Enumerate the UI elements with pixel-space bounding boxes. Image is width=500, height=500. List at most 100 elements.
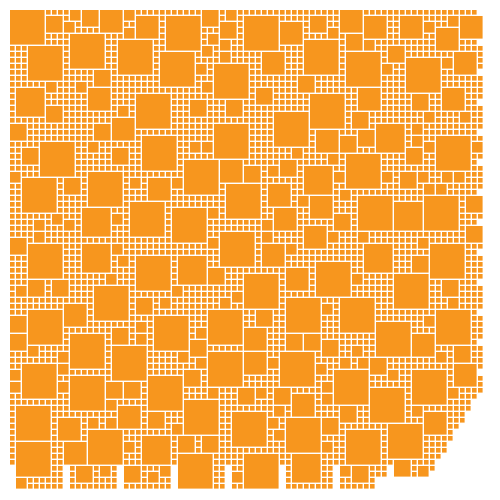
mosaic-square: [352, 268, 357, 273]
mosaic-square: [46, 40, 51, 45]
mosaic-square: [346, 334, 351, 339]
mosaic-square: [10, 76, 15, 81]
mosaic-square: [46, 358, 51, 363]
mosaic-square: [184, 310, 189, 315]
mosaic-square: [28, 172, 33, 177]
mosaic-square: [322, 256, 327, 261]
mosaic-square: [352, 214, 357, 219]
mosaic-square: [136, 190, 141, 195]
mosaic-square: [52, 298, 57, 303]
mosaic-square: [466, 400, 471, 405]
mosaic-square: [214, 472, 219, 477]
mosaic-square: [34, 400, 39, 405]
mosaic-square: [244, 112, 249, 117]
mosaic-square: [316, 376, 321, 381]
mosaic-square: [376, 190, 381, 195]
mosaic-square: [22, 76, 27, 81]
mosaic-square: [424, 160, 429, 165]
mosaic-square: [286, 478, 291, 483]
mosaic-square: [442, 346, 447, 351]
mosaic-square: [16, 58, 21, 63]
mosaic-square: [352, 364, 357, 369]
mosaic-square: [34, 82, 39, 87]
mosaic-square: [448, 82, 453, 87]
mosaic-square: [250, 52, 255, 57]
mosaic-square: [166, 412, 171, 417]
mosaic-square: [274, 268, 279, 273]
mosaic-square: [388, 106, 393, 111]
mosaic-square: [466, 292, 471, 297]
mosaic-square-large: [412, 370, 447, 405]
mosaic-square: [322, 10, 327, 15]
mosaic-square: [190, 196, 195, 201]
mosaic-square: [142, 484, 147, 489]
mosaic-square: [160, 244, 165, 249]
mosaic-square: [52, 466, 57, 471]
mosaic-square: [130, 82, 135, 87]
mosaic-square: [232, 52, 237, 57]
mosaic-square: [472, 256, 477, 261]
mosaic-square: [82, 196, 87, 201]
mosaic-square: [340, 160, 345, 165]
mosaic-square: [16, 148, 21, 153]
mosaic-square: [190, 118, 195, 123]
mosaic-square: [346, 424, 351, 429]
mosaic-square: [262, 400, 267, 405]
mosaic-square-large: [184, 370, 201, 387]
mosaic-square: [106, 370, 111, 375]
mosaic-square: [334, 22, 339, 27]
mosaic-square: [10, 142, 15, 147]
mosaic-square: [406, 232, 411, 237]
mosaic-square: [118, 94, 123, 99]
mosaic-square: [442, 130, 447, 135]
mosaic-square: [388, 298, 393, 303]
mosaic-square-large: [202, 46, 213, 57]
mosaic-square: [358, 148, 363, 153]
mosaic-square-large: [454, 346, 471, 363]
mosaic-square: [364, 190, 369, 195]
mosaic-square: [472, 172, 477, 177]
mosaic-square: [472, 214, 477, 219]
mosaic-square: [436, 286, 441, 291]
mosaic-square-large: [82, 208, 111, 237]
mosaic-square: [406, 46, 411, 51]
mosaic-square: [100, 166, 105, 171]
mosaic-square: [358, 190, 363, 195]
mosaic-square: [136, 166, 141, 171]
mosaic-square: [340, 436, 345, 441]
mosaic-square: [262, 382, 267, 387]
mosaic-square: [58, 178, 63, 183]
mosaic-square: [166, 370, 171, 375]
mosaic-square: [322, 358, 327, 363]
mosaic-square: [178, 118, 183, 123]
mosaic-square: [76, 196, 81, 201]
mosaic-square: [244, 316, 249, 321]
mosaic-square: [238, 466, 243, 471]
mosaic-square-large: [16, 442, 51, 477]
mosaic-square: [214, 466, 219, 471]
mosaic-square: [274, 322, 279, 327]
mosaic-square: [196, 292, 201, 297]
mosaic-square-large: [70, 376, 105, 411]
mosaic-square: [274, 370, 279, 375]
mosaic-square: [208, 346, 213, 351]
mosaic-square: [256, 232, 261, 237]
mosaic-square: [34, 478, 39, 483]
mosaic-square-large: [10, 316, 27, 333]
mosaic-square: [250, 94, 255, 99]
mosaic-square: [394, 154, 399, 159]
mosaic-square-large: [124, 442, 135, 453]
mosaic-square: [106, 46, 111, 51]
mosaic-square: [448, 370, 453, 375]
mosaic-square: [280, 448, 285, 453]
mosaic-square: [292, 256, 297, 261]
mosaic-square: [286, 10, 291, 15]
mosaic-square: [124, 238, 129, 243]
mosaic-square: [196, 154, 201, 159]
mosaic-square: [436, 52, 441, 57]
mosaic-square: [220, 118, 225, 123]
mosaic-square-large: [286, 334, 303, 351]
mosaic-square: [142, 178, 147, 183]
mosaic-square-large: [148, 472, 159, 483]
mosaic-square: [286, 52, 291, 57]
